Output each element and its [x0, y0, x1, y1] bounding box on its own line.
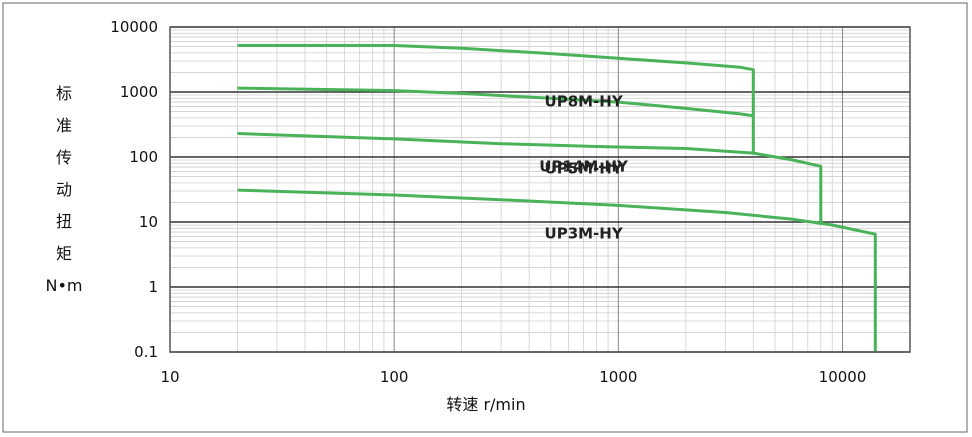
x-axis-label: 转速 r/min	[446, 395, 525, 414]
x-tick-label: 100	[380, 368, 409, 386]
series-line	[237, 44, 755, 152]
y-tick-label: 0.1	[134, 343, 158, 361]
y-tick-label: 100	[129, 148, 158, 166]
x-tick-label: 1000	[599, 368, 637, 386]
x-tick-label: 10000	[819, 368, 867, 386]
grid-layer	[169, 26, 911, 353]
y-axis-label-char: 标	[56, 84, 72, 103]
y-tick-label: 1000	[120, 83, 158, 101]
series-layer	[237, 44, 877, 352]
x-tick-label: 10	[160, 368, 179, 386]
series-name-label: UP8M-HY	[545, 92, 624, 110]
series-line	[237, 86, 754, 118]
series-name-label: UP5M-HY	[545, 159, 624, 177]
y-axis-label-char: 扭	[56, 212, 72, 231]
plot-area-frame	[169, 26, 911, 353]
y-tick-label: 10	[139, 213, 158, 231]
series-line	[237, 132, 823, 222]
y-axis-label-char: 动	[56, 180, 72, 199]
series-name-label: UP14M-HY	[539, 157, 629, 175]
y-axis-label-char: 矩	[56, 244, 72, 263]
y-tick-label: 10000	[110, 18, 158, 36]
series-line	[237, 188, 877, 352]
y-axis-label-char: N•m	[46, 276, 83, 295]
series-name-label: UP3M-HY	[545, 224, 624, 242]
y-axis-label-char: 准	[56, 116, 72, 135]
y-tick-label: 1	[148, 278, 158, 296]
y-axis-label-char: 传	[56, 148, 72, 167]
